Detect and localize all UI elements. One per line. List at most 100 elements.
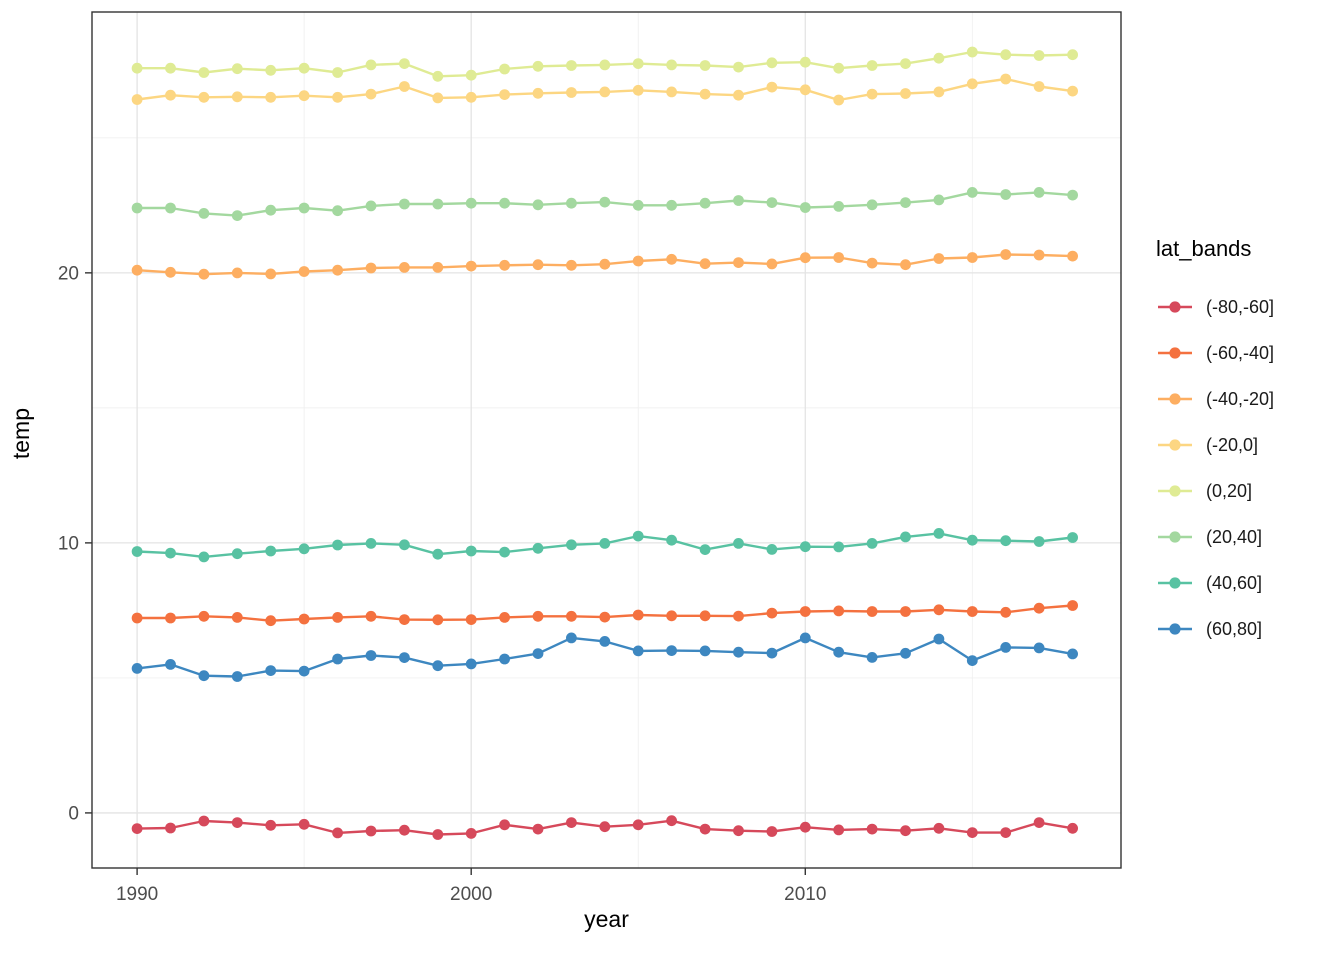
data-point bbox=[499, 612, 510, 623]
data-point bbox=[933, 86, 945, 98]
data-point bbox=[198, 268, 210, 280]
data-point bbox=[900, 647, 911, 659]
data-point bbox=[1067, 648, 1078, 660]
data-point bbox=[198, 670, 210, 682]
data-point bbox=[1067, 532, 1078, 543]
data-point bbox=[432, 614, 444, 626]
data-point bbox=[733, 825, 744, 837]
data-point bbox=[465, 545, 477, 557]
data-point bbox=[566, 197, 577, 209]
data-point bbox=[900, 606, 911, 617]
data-point bbox=[799, 252, 811, 264]
data-point bbox=[231, 267, 243, 279]
data-point bbox=[1033, 817, 1045, 828]
data-point bbox=[1033, 50, 1045, 61]
data-point bbox=[733, 646, 744, 658]
data-point bbox=[833, 62, 845, 74]
data-point bbox=[365, 59, 377, 71]
data-point bbox=[432, 548, 444, 560]
data-point bbox=[365, 200, 377, 212]
data-point bbox=[131, 663, 143, 674]
legend-item-label: (-80,-60] bbox=[1206, 296, 1275, 317]
data-point bbox=[933, 604, 945, 616]
data-point bbox=[1033, 536, 1045, 547]
data-point bbox=[332, 91, 343, 103]
data-point bbox=[332, 827, 343, 839]
data-point bbox=[733, 61, 744, 73]
data-point bbox=[966, 78, 978, 90]
data-point bbox=[666, 534, 677, 546]
data-point bbox=[799, 202, 811, 213]
data-point bbox=[766, 81, 778, 93]
data-point bbox=[900, 531, 911, 543]
data-point bbox=[298, 266, 310, 277]
legend-items: (-80,-60] (-60,-40] (-40,-20] (-20,0] (0,20]… bbox=[1156, 284, 1342, 652]
data-point bbox=[332, 264, 343, 276]
data-point bbox=[766, 544, 778, 555]
data-point bbox=[265, 665, 277, 676]
legend-key-icon bbox=[1158, 439, 1192, 451]
data-point bbox=[866, 199, 878, 211]
data-point bbox=[298, 543, 310, 555]
data-point bbox=[399, 652, 410, 663]
data-point bbox=[866, 652, 878, 663]
data-point bbox=[966, 187, 978, 198]
data-point bbox=[966, 655, 978, 666]
data-point bbox=[799, 541, 811, 553]
data-point bbox=[532, 259, 544, 271]
data-point bbox=[131, 546, 143, 557]
data-point bbox=[866, 823, 878, 835]
legend-item: (60,80] bbox=[1156, 606, 1342, 652]
data-point bbox=[532, 542, 544, 554]
data-point bbox=[666, 253, 677, 265]
data-point bbox=[599, 538, 611, 549]
data-point bbox=[866, 257, 878, 269]
data-point bbox=[766, 57, 778, 69]
data-point bbox=[231, 817, 243, 828]
data-point bbox=[900, 58, 911, 69]
data-point bbox=[1033, 81, 1045, 92]
data-point bbox=[733, 195, 744, 206]
y-tick-label: 10 bbox=[58, 533, 79, 554]
data-point bbox=[1000, 73, 1012, 85]
data-point bbox=[799, 56, 811, 68]
data-point bbox=[532, 87, 544, 99]
legend-key-icon bbox=[1158, 393, 1192, 405]
x-tick-label: 2000 bbox=[450, 884, 492, 905]
data-point bbox=[933, 52, 945, 64]
data-point bbox=[231, 671, 243, 682]
data-point bbox=[265, 545, 277, 557]
data-point bbox=[632, 609, 644, 621]
data-point bbox=[465, 828, 477, 839]
data-point bbox=[399, 262, 410, 273]
data-point bbox=[666, 610, 677, 622]
data-point bbox=[131, 94, 143, 105]
data-point bbox=[532, 199, 544, 211]
data-point bbox=[1067, 600, 1078, 611]
y-axis-title: temp bbox=[8, 408, 34, 460]
data-point bbox=[365, 825, 377, 837]
legend-key-icon bbox=[1158, 485, 1192, 497]
data-point bbox=[566, 87, 577, 98]
data-point bbox=[1067, 85, 1078, 97]
data-point bbox=[799, 606, 811, 617]
legend-item-label: (-20,0] bbox=[1206, 434, 1259, 455]
data-point bbox=[666, 815, 677, 827]
data-point bbox=[265, 91, 277, 103]
data-point bbox=[900, 88, 911, 99]
data-point bbox=[766, 607, 778, 619]
data-point bbox=[298, 665, 310, 677]
data-point bbox=[632, 255, 644, 267]
data-point bbox=[365, 650, 377, 661]
data-point bbox=[699, 60, 711, 71]
data-point bbox=[198, 815, 210, 827]
data-point bbox=[298, 62, 310, 74]
legend-item-label: (60,80] bbox=[1206, 618, 1263, 639]
data-point bbox=[465, 69, 477, 81]
data-point bbox=[833, 646, 845, 658]
data-point bbox=[465, 260, 477, 272]
data-point bbox=[499, 546, 510, 558]
data-point bbox=[699, 823, 711, 835]
data-point bbox=[298, 818, 310, 830]
